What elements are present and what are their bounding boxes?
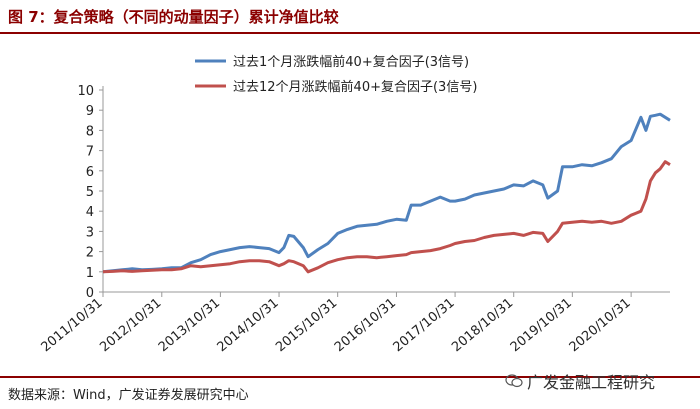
x-tick-label: 2016/10/31 [332,296,399,356]
page-title: 图 7：复合策略（不同的动量因子）累计净值比较 [8,8,339,26]
x-tick-label: 2011/10/31 [39,296,106,356]
title-bar: 图 7：复合策略（不同的动量因子）累计净值比较 [0,0,700,34]
watermark-text: 广发金融工程研究 [527,373,656,392]
axes-layer: 0 1 2 3 4 5 6 7 8 9 10 2011/10/312012/10/312013/10/… [39,84,670,355]
source-note: 数据来源：Wind，广发证券发展研究中心 [8,388,249,403]
y-tick-label: 5 [86,185,94,200]
line-chart: 0 1 2 3 4 5 6 7 8 9 10 2011/10/312012/10/312013/10/… [39,54,671,355]
legend-label-1: 过去1个月涨跌幅前40+复合因子(3信号) [233,54,469,70]
y-tick-label: 8 [86,124,94,139]
series-line-2 [102,160,671,274]
y-tick-label: 0 [86,286,94,301]
y-tick-label: 9 [86,104,94,119]
x-tick-label: 2015/10/31 [273,296,340,356]
x-tick-label: 2019/10/31 [508,296,575,356]
y-tick-label: 6 [86,165,94,180]
y-tick-label: 1 [86,266,94,281]
y-tick-label: 3 [86,225,94,240]
footer-divider [0,376,700,378]
y-tick-label: 2 [86,246,94,261]
x-tick-label: 2013/10/31 [156,296,223,356]
wechat-icon [505,374,523,388]
series-line-1 [102,112,671,274]
watermark: 广发金融工程研究 [505,369,655,393]
x-tick-label: 2018/10/31 [449,296,516,356]
y-tick-label: 7 [86,145,94,160]
y-tick-label: 10 [77,84,94,99]
legend-label-2: 过去12个月涨跌幅前40+复合因子(3信号) [233,79,477,95]
series-layer [102,112,671,274]
x-tick-label: 2020/10/31 [567,296,634,356]
legend: 过去1个月涨跌幅前40+复合因子(3信号) 过去12个月涨跌幅前40+复合因子(3… [195,54,477,95]
x-tick-label: 2012/10/31 [97,296,164,356]
y-tick-label: 4 [86,205,94,220]
x-tick-label: 2014/10/31 [215,296,282,356]
x-tick-label: 2017/10/31 [391,296,458,356]
